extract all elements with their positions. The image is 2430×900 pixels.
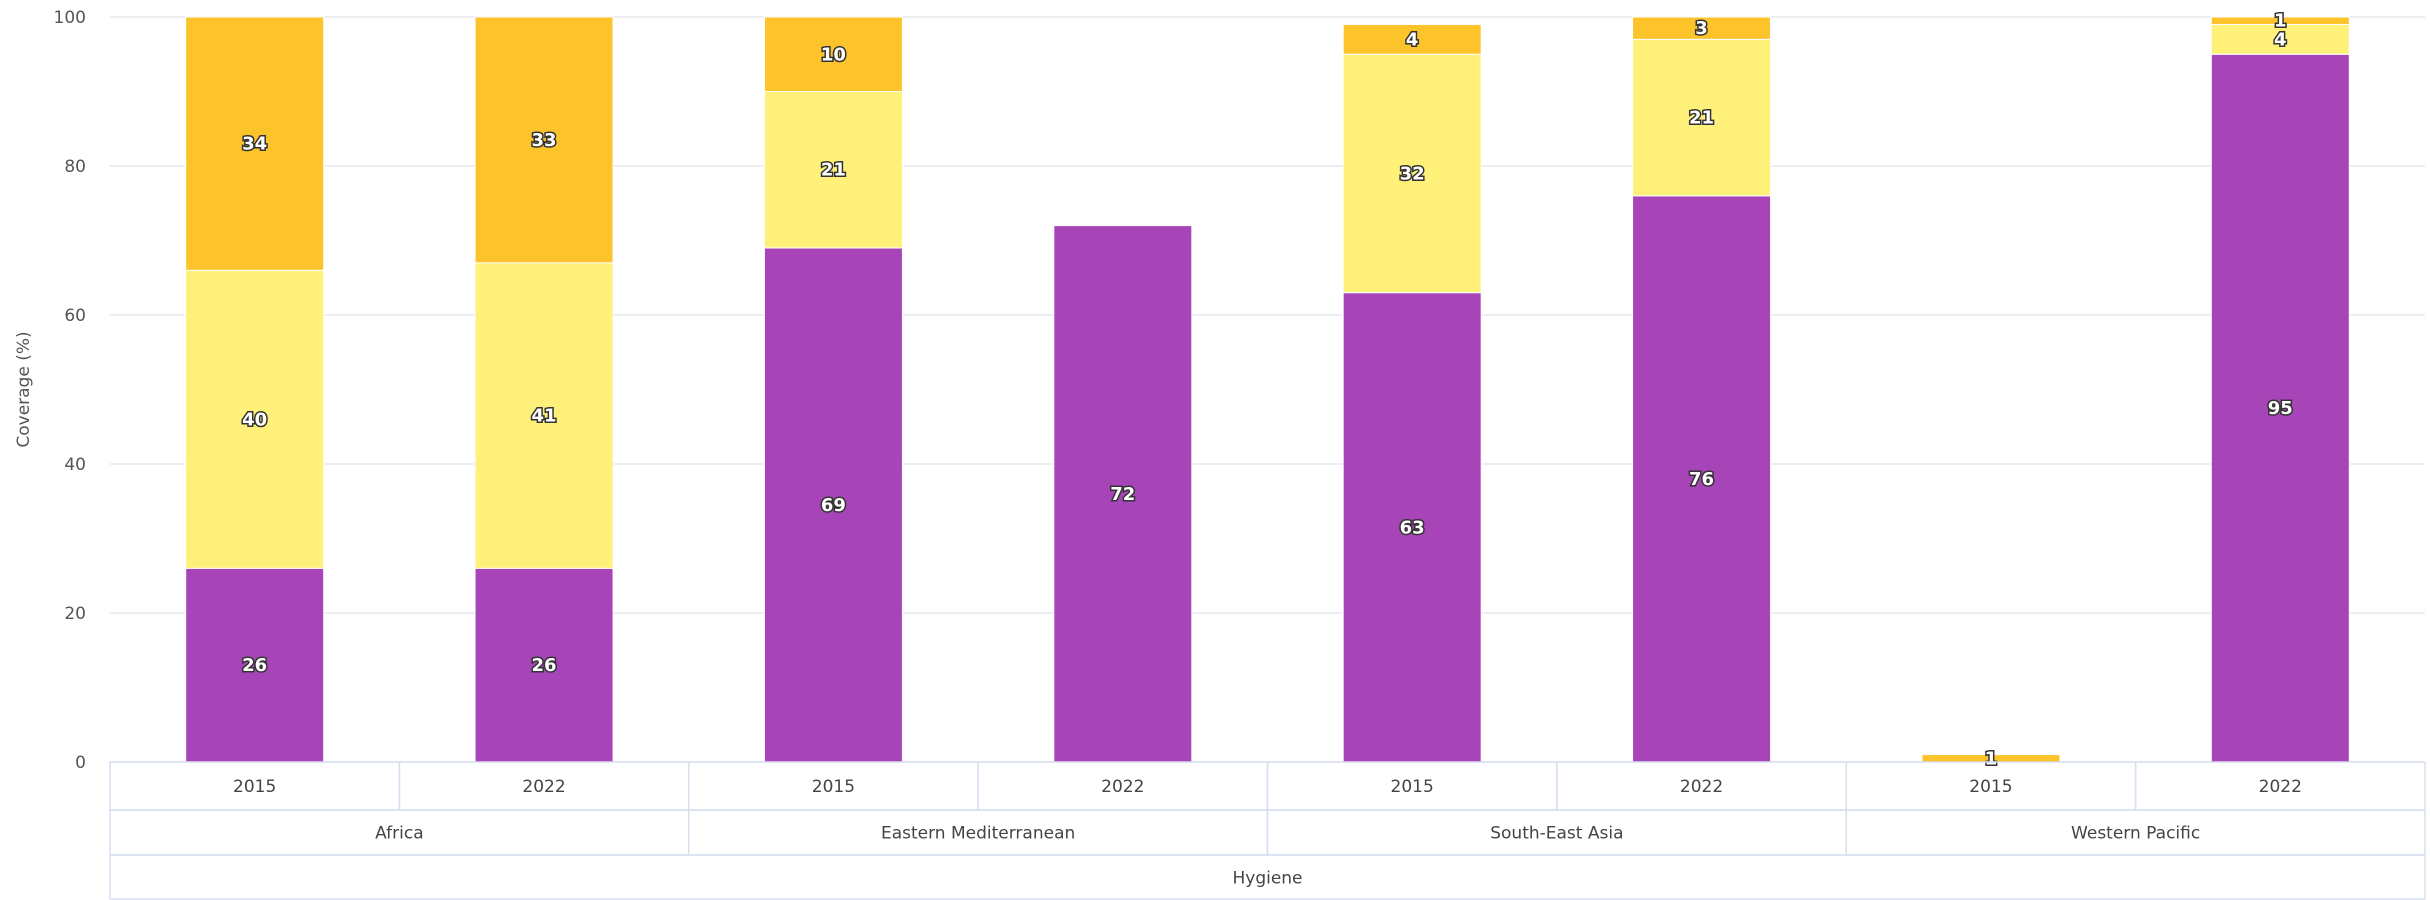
data-label: 4: [1406, 29, 1419, 50]
data-label: 34: [242, 134, 267, 155]
y-tick-label: 20: [64, 604, 86, 624]
y-tick-label: 40: [64, 455, 86, 475]
data-label: 4: [2274, 29, 2287, 50]
bar-segment: [1342, 23, 1482, 55]
year-label: 2015: [1969, 777, 2012, 797]
bar-segment: [2210, 23, 2350, 55]
bars: [185, 16, 2350, 763]
bar-segment: [1342, 292, 1482, 763]
bar-segment: [2210, 53, 2350, 763]
year-label: 2015: [812, 777, 855, 797]
year-label: 2022: [2259, 777, 2302, 797]
data-label: 10: [821, 44, 846, 65]
y-tick-label: 100: [54, 8, 86, 28]
data-label: 72: [1110, 484, 1135, 505]
service-label: Hygiene: [1232, 869, 1302, 889]
bar-segment: [763, 247, 903, 763]
y-tick-label: 80: [64, 157, 86, 177]
data-label: 26: [532, 655, 557, 676]
data-label: 69: [821, 495, 846, 516]
bar-segment: [474, 262, 614, 569]
data-label: 63: [1400, 517, 1425, 538]
service-cell: [109, 854, 2426, 900]
data-label: 33: [532, 130, 557, 151]
year-label: 2022: [1101, 777, 1144, 797]
data-label: 21: [1689, 108, 1714, 129]
data-label: 26: [242, 655, 267, 676]
region-label: Africa: [375, 824, 424, 844]
bar-segment: [1632, 38, 1772, 197]
data-label: 41: [532, 406, 557, 427]
bar-segment: [2210, 16, 2350, 25]
bar-segment: [185, 16, 325, 271]
bar-segment: [1632, 16, 1772, 40]
bar-segment: [763, 16, 903, 92]
data-label: 3: [1695, 18, 1708, 39]
year-label: 2015: [1391, 777, 1434, 797]
bar-segment: [1053, 225, 1193, 763]
data-label: 1: [2274, 11, 2287, 32]
region-label: South-East Asia: [1490, 824, 1623, 844]
y-axis-label: Coverage (%): [14, 331, 34, 447]
data-label: 21: [821, 160, 846, 181]
year-label: 2022: [1680, 777, 1723, 797]
bar-segment: [474, 16, 614, 264]
data-label: 40: [242, 409, 267, 430]
y-tick-label: 60: [64, 306, 86, 326]
y-tick-label: 0: [75, 753, 86, 773]
bar-segment: [763, 91, 903, 249]
data-label: 1: [1985, 748, 1998, 769]
region-label: Eastern Mediterranean: [881, 824, 1075, 844]
data-label: 32: [1400, 163, 1425, 184]
x-axis-categories: 2015 2022 2015 2022 2015 2022 2015 2022 Africa Ea…: [109, 761, 2426, 900]
y-axis-ticks: 0 20 40 60 80 100: [54, 8, 86, 773]
gridlines: [110, 16, 2425, 763]
year-label: 2015: [233, 777, 276, 797]
region-label: Western Pacific: [2071, 824, 2200, 844]
bar-segment: [1342, 53, 1482, 294]
year-label: 2022: [522, 777, 565, 797]
bar-segment: [1632, 195, 1772, 763]
data-label: 76: [1689, 469, 1714, 490]
bar-segment: [185, 269, 325, 569]
data-label: 95: [2268, 398, 2293, 419]
